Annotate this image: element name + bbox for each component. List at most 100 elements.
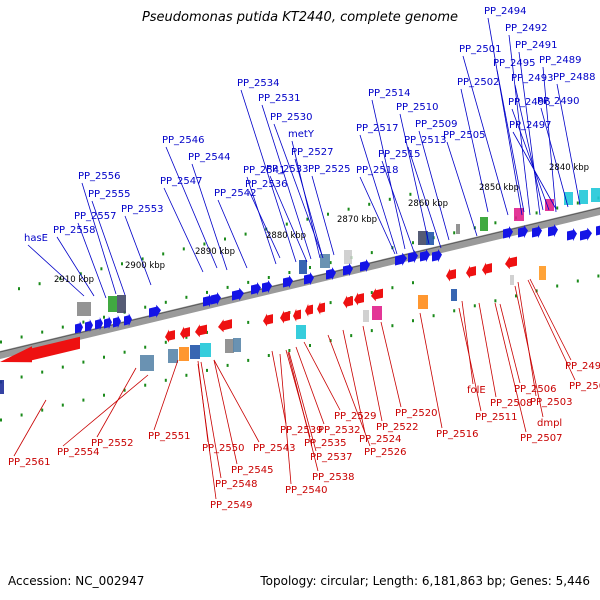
- scale-tick: [432, 314, 435, 318]
- scale-tick: [350, 334, 353, 338]
- label-leader: [279, 353, 292, 485]
- forward-gene-label: hasE: [24, 233, 48, 244]
- scale-tick: [103, 355, 105, 359]
- reverse-gene-label: folE: [467, 385, 486, 396]
- forward-gene-label: PP_2546: [162, 135, 205, 146]
- feature-block: [579, 190, 588, 204]
- forward-gene-arrow: [251, 282, 261, 296]
- label-leader: [240, 89, 297, 263]
- label-leader: [487, 17, 523, 216]
- forward-gene-label: PP_2555: [88, 189, 131, 200]
- forward-gene-label: PP_2547: [160, 176, 203, 187]
- forward-gene-arrow: [395, 252, 407, 266]
- reverse-gene-arrow: [180, 326, 190, 340]
- reverse-gene-label: PP_2550: [202, 443, 245, 454]
- forward-gene-label: PP_2505: [443, 130, 486, 141]
- feature-block: [426, 232, 434, 245]
- scale-tick: [121, 262, 123, 266]
- label-leader: [13, 399, 47, 457]
- feature-block: [539, 266, 546, 280]
- forward-gene-label: PP_2558: [53, 225, 96, 236]
- label-leader: [461, 300, 474, 385]
- label-leader: [381, 160, 415, 253]
- forward-gene-label: PP_2533: [266, 164, 309, 175]
- map-title: Pseudomonas putida KT2440, complete geno…: [141, 10, 459, 25]
- topology-text: Topology: circular; Length: 6,181,863 bp…: [260, 574, 590, 588]
- label-leader: [77, 222, 107, 299]
- scale-tick: [306, 217, 309, 221]
- scale-tick: [391, 324, 394, 328]
- label-leader: [91, 200, 126, 296]
- forward-gene-label: PP_2510: [396, 102, 439, 113]
- forward-gene-arrow: [283, 275, 293, 289]
- forward-gene-arrow: [232, 287, 244, 301]
- label-leader: [269, 175, 308, 263]
- label-leader: [540, 107, 569, 208]
- forward-gene-arrow: [503, 226, 513, 240]
- features: [0, 188, 600, 394]
- scale-tick: [185, 373, 188, 377]
- forward-gene-label: PP_2497: [509, 120, 552, 131]
- gene-arrows: [0, 224, 600, 363]
- scale-tick: [409, 192, 412, 196]
- feature-block: [456, 224, 460, 234]
- scale-tick: [123, 350, 126, 354]
- forward-gene-arrow: [567, 228, 577, 242]
- scale-tick: [20, 413, 23, 417]
- forward-gene-label: PP_2517: [356, 123, 399, 134]
- scale-tick: [41, 330, 44, 334]
- forward-gene-arrow: [532, 225, 542, 239]
- scale-tick: [20, 335, 23, 339]
- forward-gene-label: PP_2553: [121, 204, 164, 215]
- scale-tick: [247, 320, 250, 324]
- reverse-gene-arrow: [263, 313, 273, 327]
- reverse-gene-arrow: [371, 288, 383, 302]
- scale-tick: [494, 299, 497, 303]
- label-leader: [514, 84, 544, 211]
- feature-block: [344, 250, 352, 264]
- forward-gene-label: PP_2518: [356, 165, 399, 176]
- forward-gene-label: PP_2531: [258, 93, 301, 104]
- scale-tick: [347, 207, 350, 211]
- scale-tick: [82, 320, 85, 324]
- scale-tick: [309, 266, 311, 269]
- reverse-gene-label: PP_2520: [395, 408, 438, 419]
- scale-tick: [288, 271, 291, 274]
- scale-tick: [576, 279, 579, 283]
- feature-block: [363, 310, 369, 322]
- scale-tick: [164, 300, 167, 304]
- label-leader: [96, 367, 137, 438]
- scale-tick: [141, 257, 144, 261]
- label-leader: [81, 182, 117, 295]
- forward-gene-label: PP_2515: [378, 149, 421, 160]
- forward-gene-arrow: [203, 294, 213, 308]
- forward-gene-arrow: [596, 225, 600, 236]
- forward-gene-label: PP_2527: [291, 147, 334, 158]
- label-leader: [460, 88, 489, 213]
- scale-tick: [18, 287, 20, 291]
- label-leader: [248, 190, 281, 259]
- scale-tick: [556, 206, 559, 210]
- feature-block: [179, 347, 189, 361]
- scale-tick: [370, 329, 373, 333]
- scale-tick: [0, 340, 2, 344]
- scale-tick: [535, 289, 538, 293]
- label-leader: [165, 146, 218, 269]
- label-leader: [327, 334, 371, 447]
- reverse-gene-label: PP_2537: [310, 452, 353, 463]
- label-leader: [27, 244, 85, 297]
- label-leader: [287, 351, 319, 472]
- forward-gene-arrow: [85, 319, 93, 333]
- scale-tick: [226, 363, 229, 367]
- label-leader: [311, 175, 335, 256]
- feature-block: [510, 275, 514, 285]
- forward-gene-arrow: [304, 272, 314, 286]
- scale-tick: [20, 375, 23, 379]
- scale-tick: [144, 383, 147, 387]
- scale-tick: [329, 261, 332, 265]
- feature-block: [296, 325, 306, 339]
- reverse-gene-arrow: [317, 301, 325, 315]
- forward-gene-label: PP_2534: [237, 78, 280, 89]
- scale-tick: [164, 340, 167, 344]
- forward-gene-label: PP_2536: [245, 179, 288, 190]
